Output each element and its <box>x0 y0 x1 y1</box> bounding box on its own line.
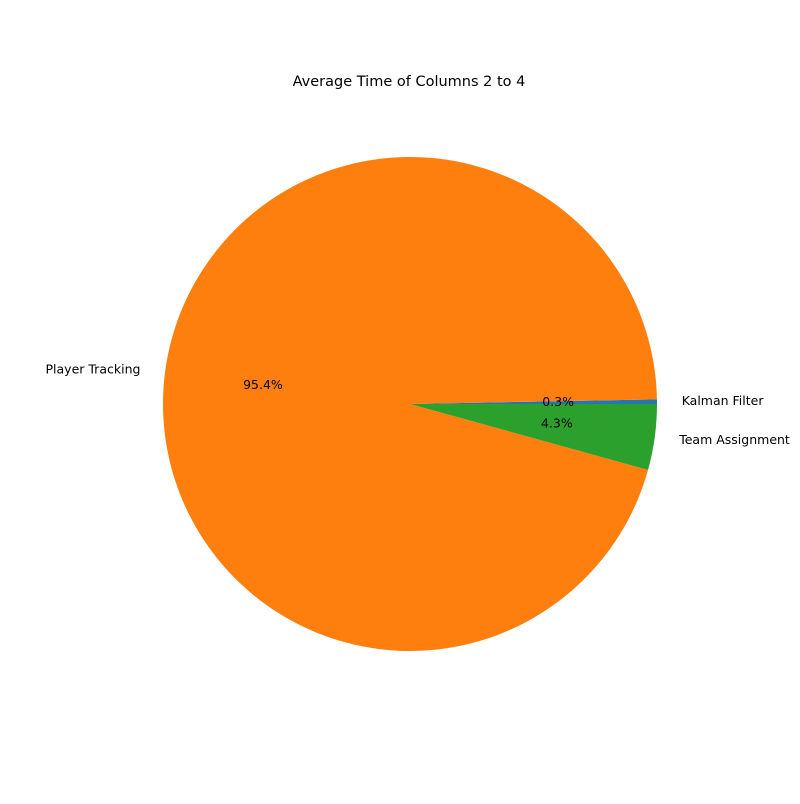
pie-slice-player-tracking <box>163 156 657 651</box>
pie-labels: 0.3% Kalman Filter 95.4% Player Tracking 4.3… <box>46 361 790 447</box>
pct-label-team-assignment: 4.3% <box>541 415 573 430</box>
pct-label-player-tracking: 95.4% <box>243 377 283 392</box>
slice-label-kalman-filter: Kalman Filter <box>682 393 765 408</box>
pie-slices <box>163 156 657 651</box>
chart-title: Average Time of Columns 2 to 4 <box>292 74 526 90</box>
pie-slice-kalman-filter <box>410 399 657 404</box>
pct-label-kalman-filter: 0.3% <box>542 394 574 409</box>
pie-slice-team-assignment <box>410 404 657 470</box>
slice-label-team-assignment: Team Assignment <box>678 432 790 447</box>
slice-label-player-tracking: Player Tracking <box>46 361 141 376</box>
